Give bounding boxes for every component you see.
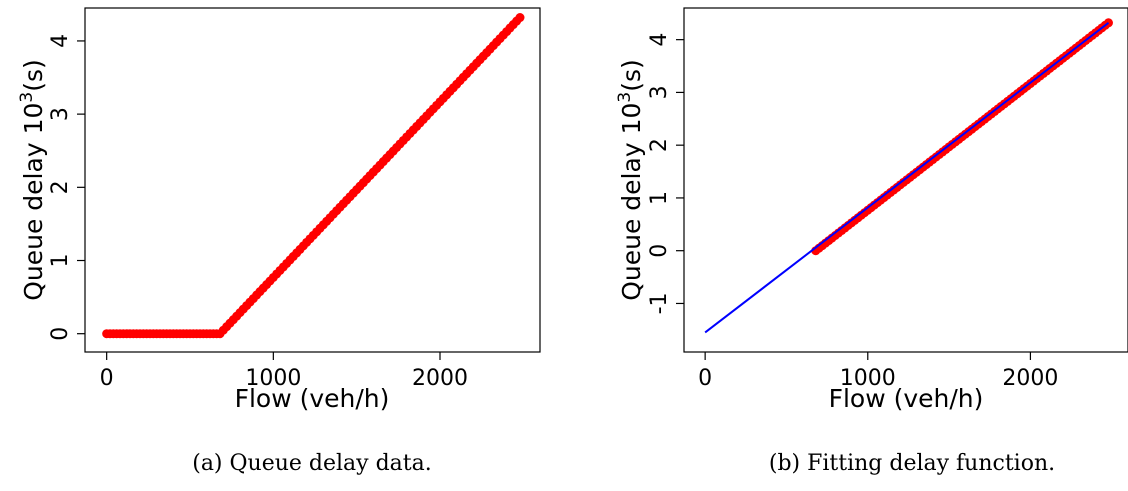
plot-frame xyxy=(84,7,541,353)
caption-b: (b) Fitting delay function. xyxy=(769,451,1055,476)
plot-frame xyxy=(683,7,1128,353)
y-axis-title-unit: (s) xyxy=(617,59,646,92)
x-axis-ticks: 0 1000 2000 xyxy=(100,352,468,391)
x-tick-label: 0 xyxy=(100,366,114,391)
y-axis-title: Queue delay 103(s) xyxy=(615,59,646,301)
chart-panel-b: 0 1000 2000 -1 0 1 2 3 4 Flow (veh/h) Queue del… xyxy=(615,7,1128,476)
x-tick-label: 1000 xyxy=(245,366,301,391)
x-tick-label: 2000 xyxy=(1002,366,1058,391)
y-axis-title-main: Queue delay 10 xyxy=(19,103,48,301)
y-tick-label: 4 xyxy=(647,33,672,47)
x-tick-label: 2000 xyxy=(412,366,468,391)
y-axis-title-main: Queue delay 10 xyxy=(617,103,646,301)
fit-line xyxy=(704,21,1110,334)
y-tick-label: 2 xyxy=(48,180,73,194)
chart-panel-a: 0 1000 2000 0 1 2 3 4 Flow (veh/h) Queue delay… xyxy=(17,7,541,476)
x-tick-label: 1000 xyxy=(840,366,896,391)
x-axis-ticks: 0 1000 2000 xyxy=(698,352,1058,391)
y-tick-label: 1 xyxy=(647,191,672,205)
y-tick-label: 2 xyxy=(647,138,672,152)
y-tick-label: 3 xyxy=(48,107,73,121)
y-axis-title-exponent: 3 xyxy=(615,92,635,103)
y-tick-label: 3 xyxy=(647,85,672,99)
y-tick-label: -1 xyxy=(647,292,672,314)
x-axis-title: Flow (veh/h) xyxy=(235,384,390,413)
caption-a: (a) Queue delay data. xyxy=(192,451,432,476)
y-tick-label: 1 xyxy=(48,254,73,268)
data-marks xyxy=(704,18,1113,334)
y-tick-label: 0 xyxy=(647,244,672,258)
data-point xyxy=(515,13,525,23)
y-axis-title: Queue delay 103(s) xyxy=(17,59,48,301)
x-tick-label: 0 xyxy=(698,366,712,391)
y-axis-ticks: 0 1 2 3 4 xyxy=(48,34,85,341)
y-axis-title-unit: (s) xyxy=(19,59,48,92)
y-tick-label: 4 xyxy=(48,34,73,48)
y-tick-label: 0 xyxy=(48,327,73,341)
x-axis-title: Flow (veh/h) xyxy=(829,384,984,413)
data-marks xyxy=(102,13,525,339)
y-axis-ticks: -1 0 1 2 3 4 xyxy=(647,33,684,314)
y-axis-title-exponent: 3 xyxy=(17,92,37,103)
